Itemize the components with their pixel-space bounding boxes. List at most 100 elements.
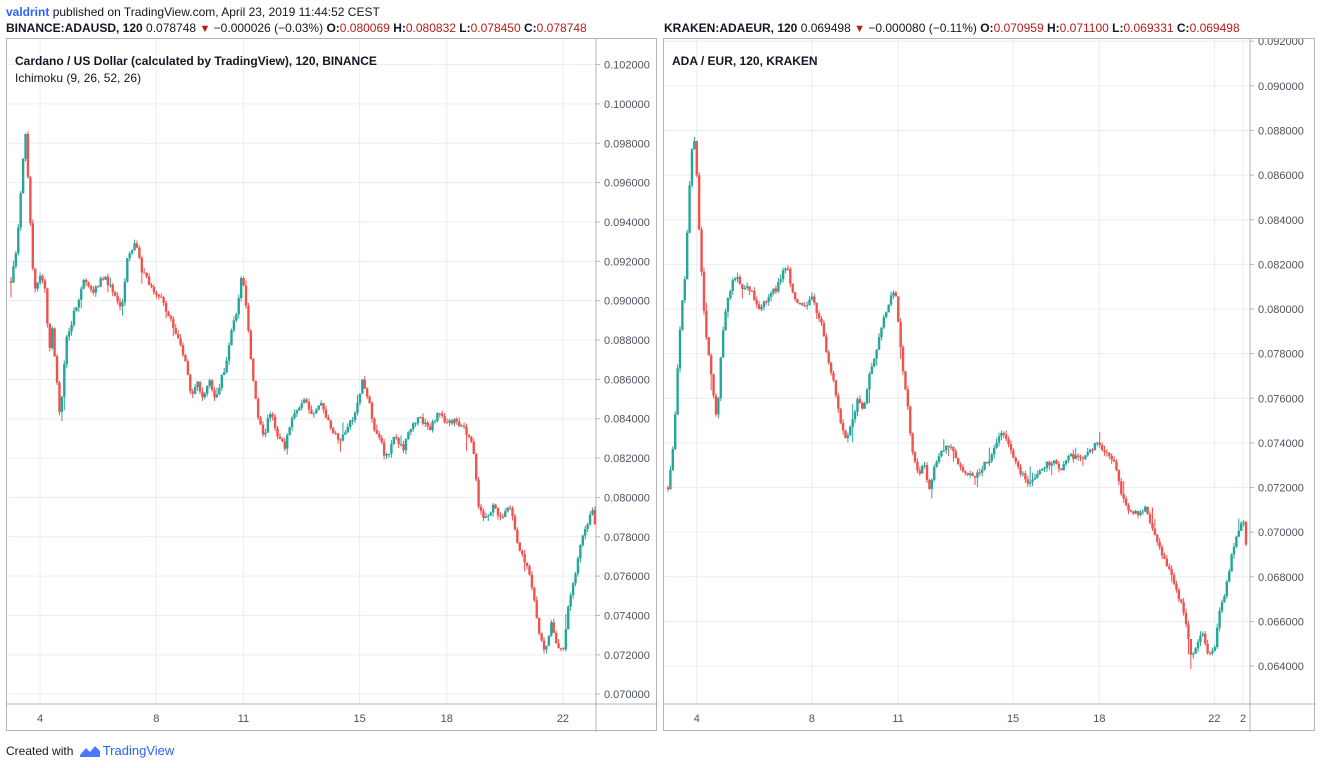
candle-body <box>26 133 30 178</box>
y-tick-label: 0.086000 <box>1258 170 1304 182</box>
candle-body <box>1237 530 1241 537</box>
author-link[interactable]: valdrint <box>6 5 50 19</box>
candle-body <box>264 432 267 435</box>
candle-body <box>1199 635 1202 642</box>
candle-body <box>877 337 881 350</box>
x-tick-label: 22 <box>1208 713 1220 725</box>
candle-body <box>121 302 124 307</box>
candle-body <box>438 413 442 415</box>
candle-body <box>428 426 432 431</box>
candle-body <box>954 451 958 459</box>
candle-body <box>215 394 219 398</box>
candle-body <box>714 395 718 415</box>
candle-body <box>930 479 934 489</box>
candle-body <box>873 358 876 367</box>
candle-body <box>208 380 211 387</box>
tradingview-brand-link[interactable]: TradingView <box>102 743 175 758</box>
candle-body <box>111 284 114 293</box>
candle-body <box>453 419 456 424</box>
candle-body <box>89 285 93 290</box>
candle-body <box>738 276 742 285</box>
candle-body <box>1033 477 1037 480</box>
candle-body <box>1228 571 1231 582</box>
candle-body <box>748 286 751 291</box>
candle-body <box>348 420 352 427</box>
candle-body <box>552 622 555 633</box>
candle-body <box>1069 453 1073 456</box>
candle-body <box>504 511 507 517</box>
down-arrow-icon: ▼ <box>199 23 211 35</box>
candle-body <box>254 380 257 399</box>
candle-body <box>210 380 214 391</box>
candle-body <box>70 324 73 332</box>
candle-body <box>266 418 270 433</box>
candle-body <box>92 289 95 293</box>
candle-body <box>470 436 473 442</box>
candle-body <box>1050 463 1053 466</box>
candle-body <box>380 437 383 443</box>
candle-body <box>256 398 260 418</box>
x-tick-label: 8 <box>809 713 815 725</box>
candle-body <box>48 323 51 349</box>
candle-body <box>815 302 818 314</box>
candle-body <box>227 345 231 361</box>
candle-body <box>53 328 56 357</box>
candle-body <box>58 382 61 412</box>
symbol-label: KRAKEN:ADAEUR, 120 <box>664 21 798 35</box>
candle-body <box>36 282 39 289</box>
candle-body <box>810 296 814 300</box>
candlestick-chart-adausd[interactable]: 0.070000 0.072000 0.074000 0.076000 0.078000… <box>7 39 658 732</box>
candle-body <box>1211 650 1214 654</box>
candle-body <box>952 446 955 452</box>
close-value: 0.069498 <box>1189 21 1240 35</box>
chart-panel-adaeur[interactable]: 0.064000 0.066000 0.068000 0.070000 0.072000… <box>663 38 1316 732</box>
candlestick-chart-adaeur[interactable]: 0.064000 0.066000 0.068000 0.070000 0.072000… <box>664 39 1316 732</box>
candle-body <box>899 321 902 348</box>
candle-body <box>959 464 962 467</box>
candle-body <box>295 410 299 414</box>
candle-body <box>1064 460 1068 464</box>
candle-body <box>733 278 737 281</box>
candle-body <box>1079 456 1082 459</box>
candle-body <box>1146 506 1149 515</box>
candle-body <box>1072 453 1075 459</box>
candle-body <box>889 295 893 305</box>
candle-body <box>450 420 454 424</box>
candle-body <box>1230 554 1233 572</box>
candles <box>666 136 1248 670</box>
candle-body <box>242 278 245 286</box>
open-value: 0.080069 <box>339 21 390 35</box>
candle-body <box>181 345 185 355</box>
candle-body <box>145 273 148 277</box>
candle-body <box>332 428 335 434</box>
candle-body <box>336 433 340 440</box>
candle-body <box>781 270 785 280</box>
y-tick-label: 0.090000 <box>1258 81 1304 93</box>
candle-body <box>1024 473 1027 480</box>
candle-body <box>820 318 823 323</box>
candle-body <box>249 330 253 360</box>
candle-body <box>729 290 732 299</box>
candle-body <box>150 285 153 288</box>
y-tick-label: 0.068000 <box>1258 572 1304 584</box>
candle-body <box>1144 506 1147 512</box>
indicator-label[interactable]: Ichimoku (9, 26, 52, 26) <box>15 71 142 85</box>
x-tick-label: 4 <box>694 713 700 725</box>
candle-body <box>707 337 710 356</box>
candle-body <box>164 302 168 312</box>
candle-body <box>130 250 134 254</box>
candle-body <box>550 622 553 636</box>
candle-body <box>793 292 797 300</box>
chart-panel-adausd[interactable]: 0.070000 0.072000 0.074000 0.076000 0.078000… <box>6 38 658 732</box>
y-tick-label: 0.074000 <box>1258 438 1304 450</box>
candle-body <box>1076 455 1080 457</box>
candle-body <box>487 515 490 517</box>
candle-body <box>940 450 943 457</box>
candle-body <box>378 433 381 438</box>
y-tick-label: 0.086000 <box>604 374 650 386</box>
candle-body <box>1002 432 1005 435</box>
x-tick-label: 4 <box>37 713 43 725</box>
close-label: C: <box>1176 21 1190 35</box>
candle-body <box>317 405 320 410</box>
candle-body <box>719 357 722 398</box>
